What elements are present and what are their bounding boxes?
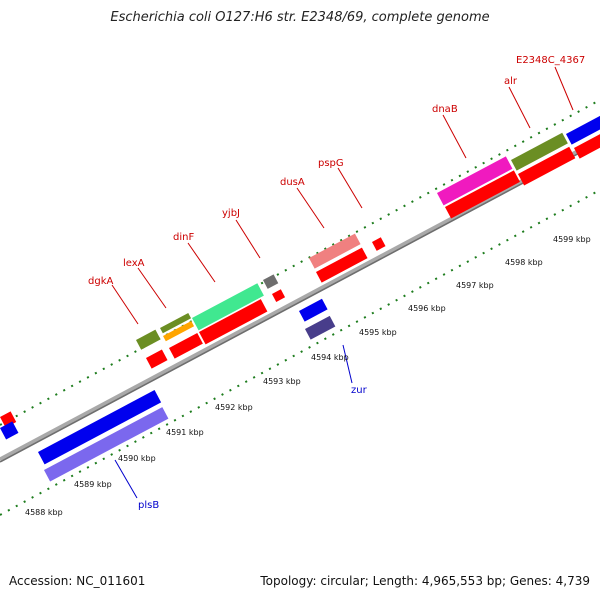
lower-strand-features: [0, 298, 336, 482]
feature-E2348C_4367[interactable]: [566, 115, 600, 145]
tick-label: 4596 kbp: [408, 304, 446, 313]
cds-red[interactable]: [573, 133, 600, 159]
leader-plsB: [114, 459, 138, 499]
leader-yjbJ: [235, 219, 261, 259]
cds-red[interactable]: [518, 146, 576, 186]
accession-text: Accession: NC_011601: [9, 574, 146, 588]
label-pspG[interactable]: pspG: [318, 158, 344, 169]
tick-label: 4590 kbp: [118, 454, 156, 463]
cds-red[interactable]: [169, 332, 203, 359]
upper-tick-track: [0, 99, 600, 426]
feature-yjbJ[interactable]: [262, 274, 279, 289]
tick-label: 4599 kbp: [553, 235, 591, 244]
gene-labels: dgkA lexA dinF yjbJ dusA pspG dnaB alr E…: [88, 55, 585, 511]
leader-zur: [342, 344, 353, 384]
feature-lexA-b[interactable]: [163, 320, 195, 342]
label-yjbJ[interactable]: yjbJ: [222, 208, 240, 219]
leader-lexA: [137, 267, 167, 309]
genome-backbone: [0, 137, 600, 463]
upper-cds-band: [145, 133, 600, 369]
tick-label: 4589 kbp: [74, 480, 112, 489]
tick-label: 4595 kbp: [359, 328, 397, 337]
leader-pspG: [337, 167, 363, 209]
leader-dusA: [296, 187, 325, 229]
upper-strand-features: [0, 115, 600, 428]
genome-summary-text: Topology: circular; Length: 4,965,553 bp…: [260, 574, 590, 588]
genome-backbone-shade: [0, 141, 600, 463]
cds-red[interactable]: [272, 289, 286, 302]
map-title: Escherichia coli O127:H6 str. E2348/69, …: [110, 10, 490, 25]
label-dusA[interactable]: dusA: [280, 177, 305, 188]
label-dnaB[interactable]: dnaB: [432, 104, 458, 115]
leader-dinF: [187, 242, 216, 283]
tick-label: 4597 kbp: [456, 281, 494, 290]
cds-red[interactable]: [316, 247, 368, 283]
leader-lines: [111, 66, 574, 499]
feature-lower-blue[interactable]: [38, 390, 162, 465]
cds-red[interactable]: [199, 299, 268, 345]
feature-zur[interactable]: [304, 315, 336, 340]
leader-alr: [508, 86, 531, 129]
cds-red[interactable]: [445, 170, 520, 219]
leader-dgkA: [111, 284, 139, 325]
tick-label: 4598 kbp: [505, 258, 543, 267]
label-lexA[interactable]: lexA: [123, 258, 145, 269]
feature-lexA[interactable]: [159, 312, 192, 334]
feature-lower-blue-edge[interactable]: [0, 421, 19, 440]
feature-dusA[interactable]: [309, 233, 361, 269]
tick-label: 4592 kbp: [215, 403, 253, 412]
feature-dgkA[interactable]: [136, 329, 161, 350]
feature-dinF[interactable]: [192, 283, 264, 331]
feature-pspG[interactable]: [372, 237, 386, 251]
cds-red[interactable]: [145, 349, 168, 369]
label-dinF[interactable]: dinF: [173, 232, 194, 243]
lower-tick-track: [0, 189, 600, 516]
label-alr[interactable]: alr: [504, 76, 518, 87]
leader-dnaB: [442, 114, 467, 159]
scale-tick-labels: 4588 kbp 4589 kbp 4590 kbp 4591 kbp 4592…: [25, 235, 591, 517]
feature-zur-blue[interactable]: [299, 298, 328, 322]
leader-E2348C_4367: [554, 66, 574, 111]
label-E2348C_4367[interactable]: E2348C_4367: [516, 55, 585, 66]
tick-label: 4591 kbp: [166, 428, 204, 437]
feature-dnaB[interactable]: [436, 156, 513, 206]
label-plsB[interactable]: plsB: [138, 500, 159, 511]
tick-label: 4588 kbp: [25, 508, 63, 517]
label-zur[interactable]: zur: [351, 385, 368, 396]
feature-plsB[interactable]: [44, 407, 169, 482]
feature-alr[interactable]: [510, 132, 568, 171]
label-dgkA[interactable]: dgkA: [88, 276, 113, 287]
tick-label: 4594 kbp: [311, 353, 349, 362]
tick-label: 4593 kbp: [263, 377, 301, 386]
